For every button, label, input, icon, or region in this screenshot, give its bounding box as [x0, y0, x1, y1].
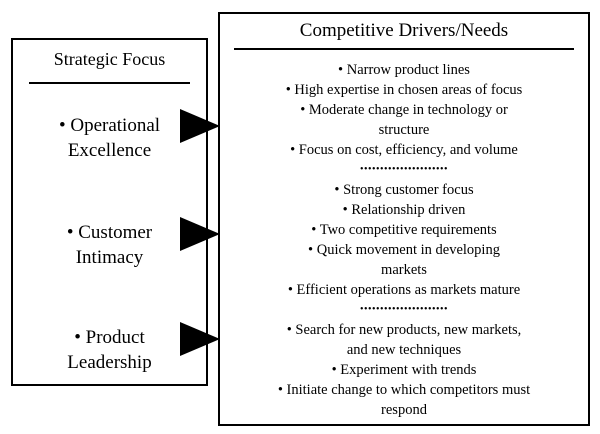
driver-line: • Efficient operations as markets mature: [287, 282, 521, 298]
focus-label-line: • Customer: [66, 222, 153, 243]
competitive-drivers-divider: [234, 48, 574, 50]
arrow-customer-intimacy: [180, 217, 220, 251]
driver-line: • Two competitive requirements: [311, 222, 497, 238]
focus-label-line: Leadership: [67, 352, 152, 373]
driver-line: respond: [381, 402, 427, 418]
strategic-focus-title: Strategic Focus: [53, 49, 166, 69]
driver-line: • Search for new products, new markets,: [286, 322, 522, 338]
driver-line: • Moderate change in technology or: [300, 102, 508, 118]
competitive-drivers-list: • Narrow product lines • High expertise …: [220, 60, 588, 420]
driver-line: • High expertise in chosen areas of focu…: [285, 82, 523, 98]
focus-label-line: Intimacy: [75, 247, 144, 268]
driver-line: and new techniques: [346, 342, 462, 358]
strategic-focus-divider: [29, 82, 190, 84]
focus-operational-excellence: • Operational Excellence: [13, 113, 206, 163]
focus-product-leadership: • Product Leadership: [13, 325, 206, 375]
focus-customer-intimacy: • Customer Intimacy: [13, 220, 206, 270]
driver-line: structure: [378, 122, 430, 138]
dotted-separator: ••••••••••••••••••••••: [359, 304, 449, 315]
focus-label-line: Excellence: [67, 140, 152, 161]
driver-line: • Relationship driven: [342, 202, 466, 218]
driver-line: • Narrow product lines: [338, 62, 470, 78]
arrow-operational-excellence: [180, 109, 220, 143]
competitive-drivers-box: Competitive Drivers/Needs • Narrow produ…: [218, 12, 590, 426]
strategic-focus-box: Strategic Focus • Operational Excellence…: [11, 38, 208, 386]
dotted-separator: ••••••••••••••••••••••: [359, 164, 449, 175]
driver-line: markets: [381, 262, 427, 278]
focus-label-line: • Operational: [58, 115, 161, 136]
driver-line: • Strong customer focus: [334, 182, 474, 198]
driver-line: • Experiment with trends: [331, 362, 477, 378]
driver-line: • Focus on cost, efficiency, and volume: [290, 142, 518, 158]
driver-line: • Quick movement in developing: [308, 242, 500, 258]
competitive-drivers-title: Competitive Drivers/Needs: [299, 20, 509, 41]
focus-label-line: • Product: [74, 327, 145, 348]
driver-line: • Initiate change to which competitors m…: [277, 382, 531, 398]
arrow-product-leadership: [180, 322, 220, 356]
